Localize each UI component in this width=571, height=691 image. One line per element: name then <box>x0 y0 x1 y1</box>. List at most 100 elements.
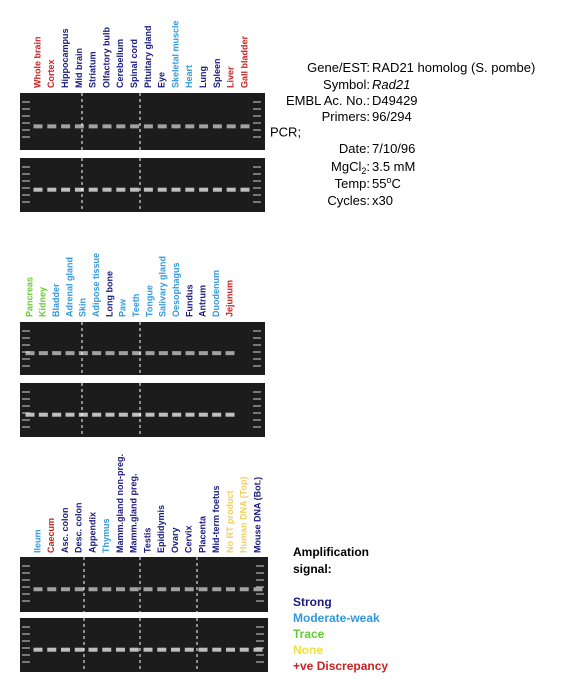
key-text: Primers: <box>322 109 370 124</box>
value-end: C <box>391 176 400 191</box>
legend-item: None <box>293 643 323 657</box>
gel-band <box>88 124 98 129</box>
ladder-band <box>256 654 264 656</box>
ladder-band <box>22 194 30 196</box>
gel-band <box>74 187 84 192</box>
lane-label: Mid-term foetus <box>211 486 221 554</box>
ladder-band <box>256 586 264 588</box>
value-text: D49429 <box>372 93 418 108</box>
ladder-band <box>22 579 30 581</box>
ladder-band <box>22 391 30 393</box>
gel-band <box>253 647 263 652</box>
gel-band <box>74 124 84 129</box>
gel-band <box>239 647 249 652</box>
key-text: Date: <box>339 141 370 156</box>
gel-band <box>212 412 222 417</box>
lane-label: Paw <box>118 298 128 317</box>
lane-label: Fundus <box>184 285 194 318</box>
gel-band <box>88 587 98 592</box>
ladder-band <box>253 412 261 414</box>
gel-band <box>198 351 208 356</box>
gel-band <box>239 587 249 592</box>
gel-band <box>61 187 71 192</box>
gel-band <box>52 412 62 417</box>
gel-band <box>198 647 208 652</box>
ladder-band <box>22 640 30 642</box>
gel-image <box>20 383 265 437</box>
lane-label: Hippocampus <box>60 28 70 88</box>
info-key: Cycles: <box>327 193 370 208</box>
info-value: 96/294 <box>372 109 412 124</box>
ladder-band <box>22 108 30 110</box>
key-text: Symbol: <box>323 77 370 92</box>
lane-label: Oesophagus <box>171 262 181 317</box>
gel-band <box>171 647 180 652</box>
ladder-band <box>22 122 30 124</box>
gel-band <box>88 647 98 652</box>
gel-band <box>184 647 194 652</box>
gel-band <box>212 647 222 652</box>
value-text: Rad21 <box>372 77 410 92</box>
gel-image <box>20 557 268 612</box>
lane-label: Olfactory bulb <box>101 26 111 88</box>
gel-band <box>171 124 181 129</box>
ladder-band <box>253 358 261 360</box>
info-value: RAD21 homolog (S. pombe) <box>372 60 535 75</box>
ladder-band <box>22 572 30 574</box>
lane-label: Testis <box>142 528 152 553</box>
info-value: x30 <box>372 193 393 208</box>
lane-label: Skeletal muscle <box>170 20 180 88</box>
gel-band <box>226 587 235 592</box>
gel-band <box>65 351 75 356</box>
ladder-band <box>256 565 264 567</box>
ladder-band <box>253 129 261 131</box>
gel-band <box>253 587 263 592</box>
value-text: RAD21 homolog (S. pombe) <box>372 60 535 75</box>
lane-label: Cervix <box>184 525 194 553</box>
gel-band <box>74 587 84 592</box>
legend-title: signal: <box>293 562 332 576</box>
gel-band <box>143 587 153 592</box>
ladder-band <box>253 122 261 124</box>
key-text: EMBL Ac. No.: <box>286 93 370 108</box>
ladder-band <box>22 344 30 346</box>
ladder-band <box>22 586 30 588</box>
info-key: Date: <box>339 141 370 156</box>
ladder-band <box>253 194 261 196</box>
gel-band <box>74 647 84 652</box>
ladder-band <box>253 187 261 189</box>
gel-band <box>92 412 102 417</box>
key-text: MgCl <box>331 159 361 174</box>
lane-label: Teeth <box>131 294 141 317</box>
lane-label: Duodenum <box>211 270 221 317</box>
ladder-band <box>22 173 30 175</box>
gel-band <box>185 124 195 129</box>
gel-band <box>88 187 98 192</box>
gel-band <box>132 412 142 417</box>
legend-item: Strong <box>293 595 332 609</box>
ladder-band <box>22 187 30 189</box>
gel-band <box>212 351 222 356</box>
gel-band <box>33 647 43 652</box>
lane-label: Jejunum <box>224 280 234 317</box>
value-text: 55 <box>372 176 386 191</box>
gel-band <box>225 412 235 417</box>
info-value: 55oC <box>372 175 401 191</box>
ladder-band <box>253 136 261 138</box>
ladder-band <box>253 330 261 332</box>
gel-band <box>38 351 48 356</box>
info-key: Gene/EST: <box>307 60 370 75</box>
key-text: Cycles: <box>327 193 370 208</box>
gel-band <box>184 587 194 592</box>
lane-label: Desc. colon <box>74 502 84 553</box>
lane-label: Heart <box>184 65 194 88</box>
ladder-band <box>256 600 264 602</box>
lane-label: Striatum <box>88 51 98 88</box>
lane-label: Antrum <box>198 285 208 317</box>
info-value: Rad21 <box>372 77 410 92</box>
gel-band <box>47 187 57 192</box>
lane-label: Lung <box>198 66 208 88</box>
value-text: 96/294 <box>372 109 412 124</box>
gel-image <box>20 158 265 212</box>
